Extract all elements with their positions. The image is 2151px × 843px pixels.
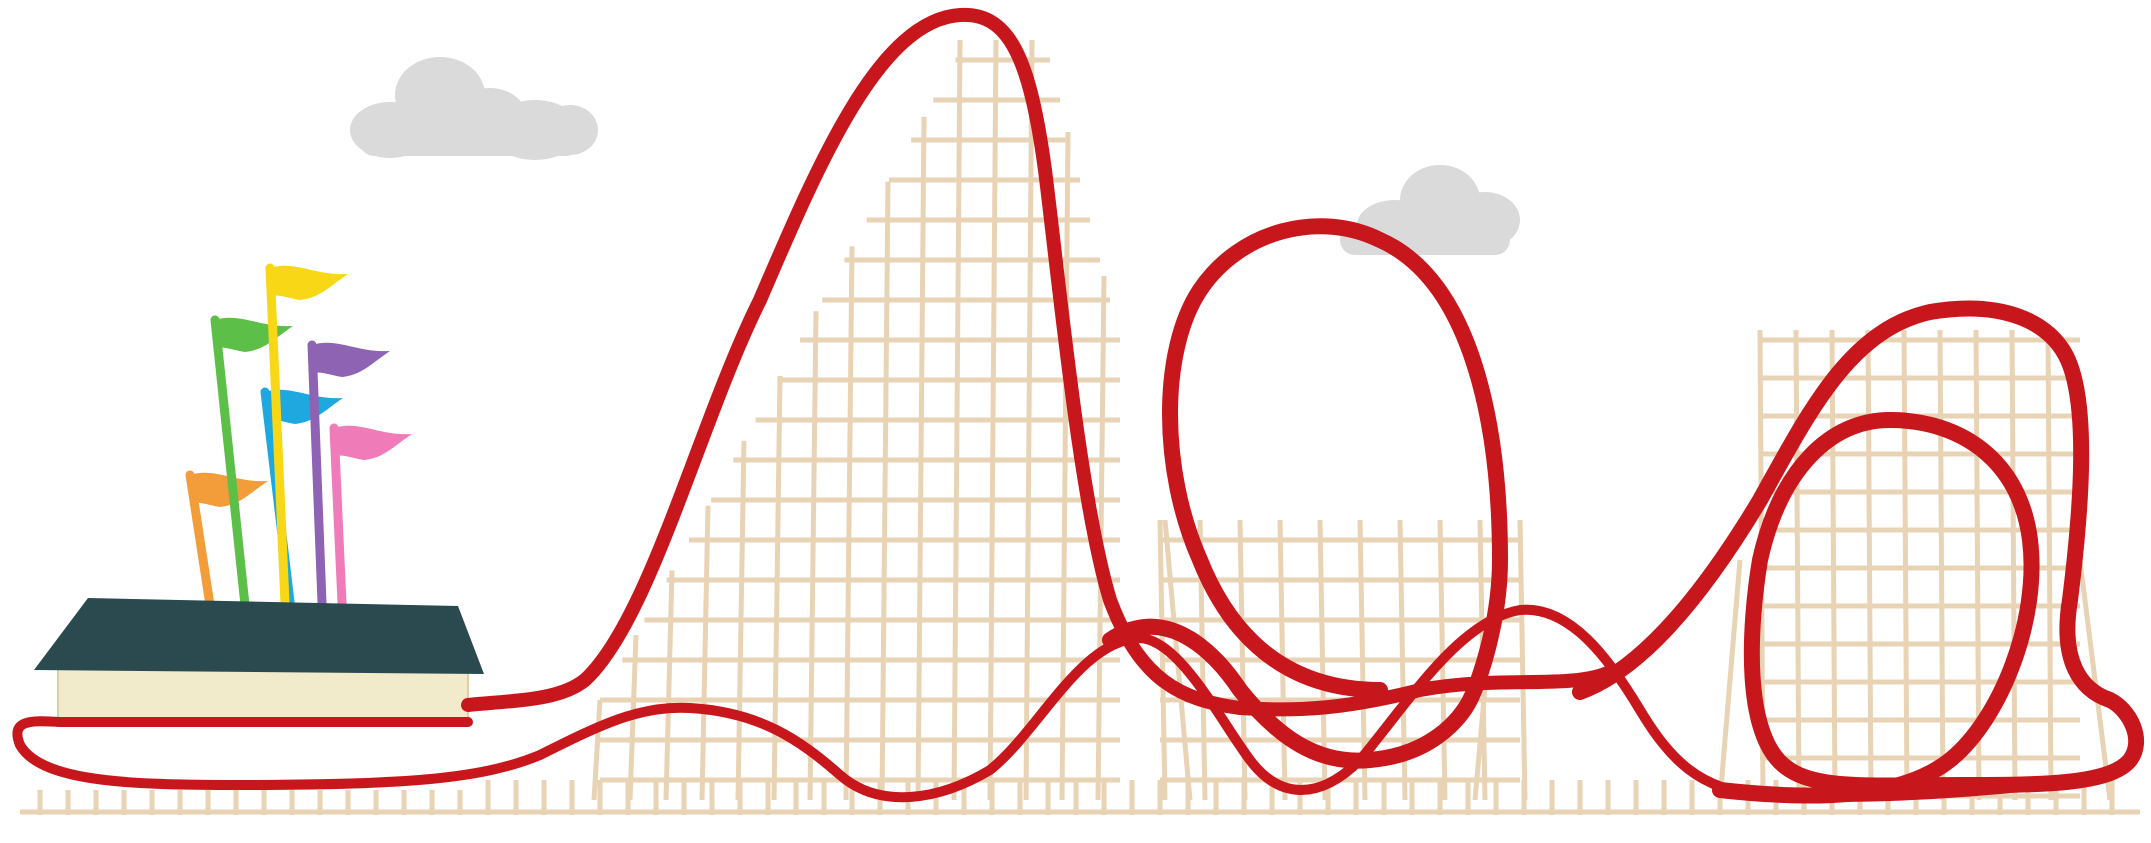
scaffold-beam xyxy=(2045,329,2054,801)
scaffold-beam xyxy=(807,311,819,801)
scaffold-beam xyxy=(1865,329,1874,801)
scaffold-beam xyxy=(591,699,603,801)
cloud-left xyxy=(350,57,598,160)
scaffold-beam xyxy=(1517,519,1528,801)
scaffold-beam xyxy=(1793,329,1802,801)
scaffold-beam xyxy=(1717,559,1743,801)
station-wall xyxy=(57,667,469,727)
scaffold-beam xyxy=(1901,329,1910,801)
scaffold-beam xyxy=(2009,329,2018,801)
scaffold-beam xyxy=(879,181,891,801)
station-roof xyxy=(34,598,484,674)
track-loop-left xyxy=(1102,218,1508,769)
scaffold-loop-right xyxy=(1717,329,2113,801)
scaffold-beam xyxy=(663,570,675,801)
track-low-hills xyxy=(12,604,2045,803)
track xyxy=(12,7,2144,804)
scaffold-beam xyxy=(1937,329,1946,801)
station xyxy=(34,598,484,727)
scaffold-beam xyxy=(699,505,711,801)
flag-cluster xyxy=(185,263,412,610)
flag-purple xyxy=(307,340,390,608)
flag-yellow xyxy=(265,263,348,608)
flag-pink xyxy=(329,423,412,608)
scaffold-beam xyxy=(2077,559,2113,801)
scaffold-beam xyxy=(1829,329,1838,801)
track-main-hill xyxy=(461,7,1617,717)
